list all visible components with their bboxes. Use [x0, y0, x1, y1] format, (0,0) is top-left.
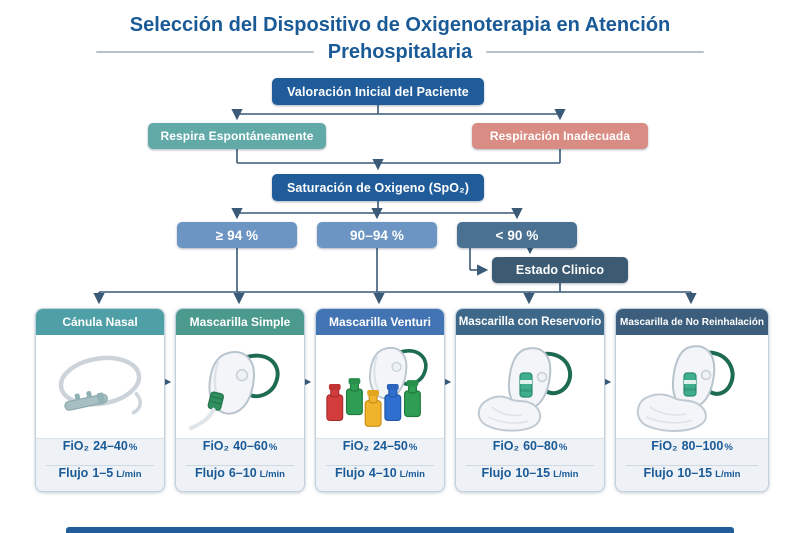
initial-assessment-box: Valoración Inicial del Paciente [272, 78, 484, 105]
device-card-venturi-mask: Mascarilla Venturi [315, 308, 445, 492]
sat-ge94-box: ≥ 94 % [177, 222, 297, 248]
flujo-row: Flujo 10–15 L/min [481, 465, 579, 480]
fio2-row: FiO₂ 40–60 % [202, 439, 278, 453]
nasal-cannula-icon [36, 335, 164, 438]
device-card-nasal-cannula: Cánula Nasal FiO₂ 24–40 % [35, 308, 165, 492]
device-card-stats: FiO₂ 80–100 % Flujo 10–15 L/min [616, 438, 768, 491]
inadequate-breathing-box: Respiración Inadecuada [472, 123, 648, 149]
device-card-reservoir-mask: Mascarilla con Reservorio FiO₂ 60–80 % [455, 308, 605, 492]
title-line1: Selección del Dispositivo de Oxigenotera… [129, 14, 671, 36]
device-card-non-rebreather-mask: Mascarilla de No Reinhalación FiO₂ 80–10… [615, 308, 769, 492]
device-card-header: Mascarilla Simple [176, 309, 304, 335]
sat-lt90-box: < 90 % [457, 222, 577, 248]
reservoir-mask-icon [456, 335, 604, 438]
title-line2: Prehospitalaria [327, 41, 473, 63]
device-card-header: Mascarilla de No Reinhalación [616, 309, 768, 335]
sat-90-94-box: 90–94 % [317, 222, 437, 248]
flujo-row: Flujo 6–10 L/min [194, 465, 285, 480]
device-card-stats: FiO₂ 40–60 % Flujo 6–10 L/min [176, 438, 304, 491]
flujo-row: Flujo 4–10 L/min [334, 465, 425, 480]
oxygen-saturation-box: Saturación de Oxigeno (SpO₂) [272, 174, 484, 201]
footer-bar [66, 527, 734, 533]
fio2-row: FiO₂ 24–50 % [342, 439, 418, 453]
device-card-stats: FiO₂ 24–50 % Flujo 4–10 L/min [316, 438, 444, 491]
spontaneous-breathing-box: Respira Espontáneamente [148, 123, 326, 149]
device-card-header: Cánula Nasal [36, 309, 164, 335]
page-title: Selección del Dispositivo de Oxigenotera… [0, 12, 800, 65]
stats-divider [626, 464, 758, 466]
flujo-row: Flujo 10–15 L/min [643, 465, 741, 480]
title-rule-right [486, 51, 705, 53]
device-card-header: Mascarilla Venturi [316, 309, 444, 335]
stats-divider [46, 464, 154, 466]
non-rebreather-mask-icon [616, 335, 768, 438]
clinical-status-box: Estado Clinico [492, 257, 628, 283]
device-card-stats: FiO₂ 60–80 % Flujo 10–15 L/min [456, 438, 604, 491]
stats-divider [466, 464, 594, 466]
device-card-simple-mask: Mascarilla Simple FiO₂ 40–60 % [175, 308, 305, 492]
device-card-header: Mascarilla con Reservorio [456, 309, 604, 335]
fio2-row: FiO₂ 60–80 % [492, 439, 568, 453]
fio2-row: FiO₂ 80–100 % [651, 439, 733, 453]
flujo-row: Flujo 1–5 L/min [58, 465, 142, 480]
fio2-row: FiO₂ 24–40 % [62, 439, 138, 453]
simple-mask-icon [176, 335, 304, 438]
stats-divider [326, 464, 434, 466]
stats-divider [186, 464, 294, 466]
title-rule-left [95, 51, 314, 53]
device-card-stats: FiO₂ 24–40 % Flujo 1–5 L/min [36, 438, 164, 491]
venturi-mask-icon [316, 335, 444, 438]
